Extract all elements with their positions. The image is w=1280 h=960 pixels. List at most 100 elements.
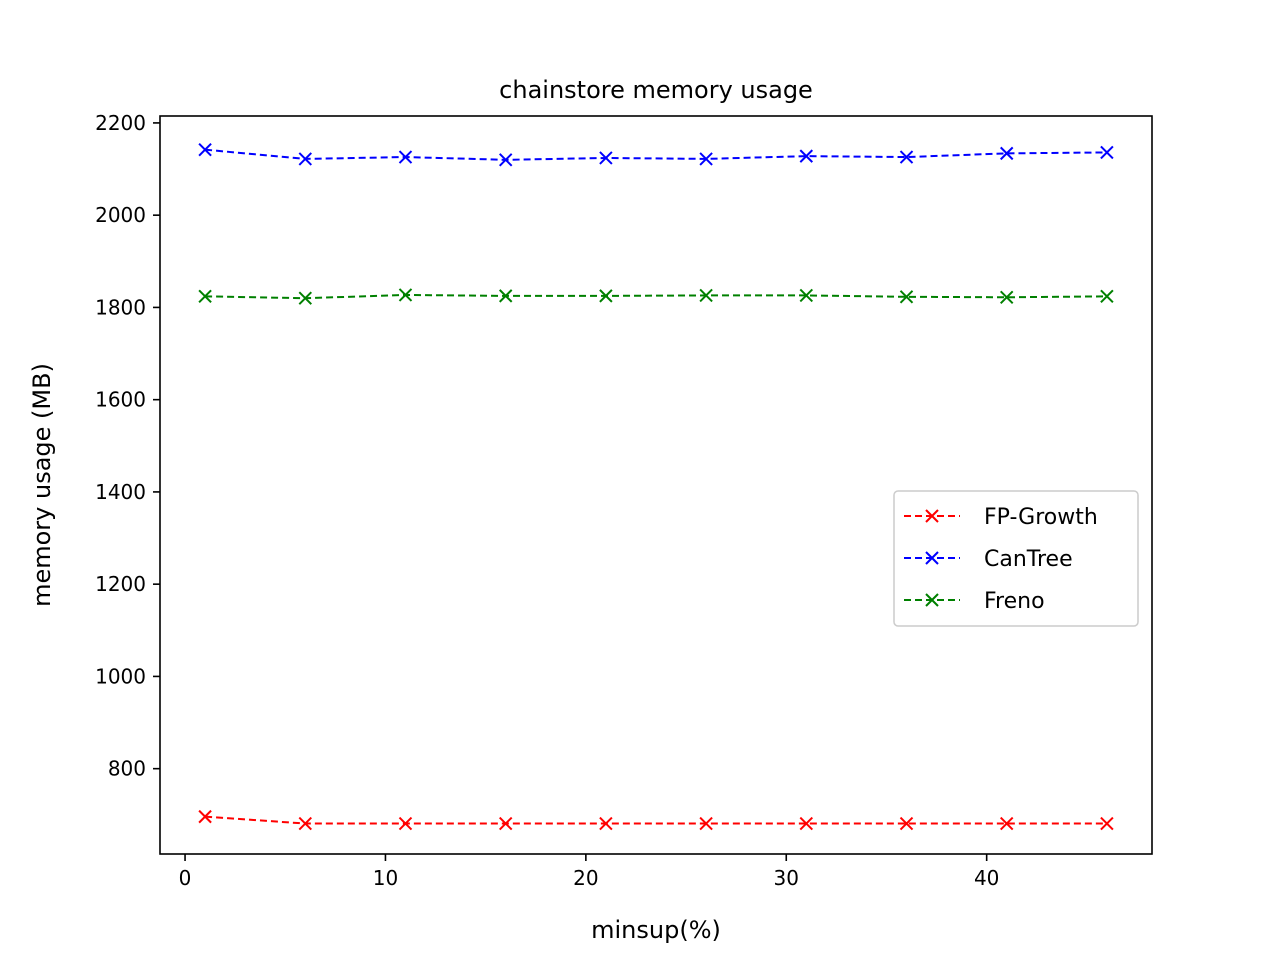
data-point-cantree <box>799 149 814 163</box>
marker-stroke <box>298 152 313 166</box>
marker-stroke <box>498 153 513 167</box>
data-point-cantree <box>398 150 413 164</box>
marker-stroke <box>398 150 413 164</box>
data-point-fp-growth <box>899 816 914 831</box>
marker-stroke <box>799 816 814 831</box>
x-tick-label: 30 <box>774 866 799 890</box>
legend-marker <box>925 509 939 523</box>
y-tick-label: 800 <box>108 757 146 781</box>
marker-stroke <box>298 816 313 831</box>
marker-stroke <box>398 288 413 302</box>
legend-label: FP-Growth <box>984 505 1098 530</box>
data-point-fp-growth <box>599 816 613 831</box>
marker-stroke <box>999 816 1014 831</box>
data-point-fp-growth <box>498 816 513 831</box>
marker-stroke <box>599 816 613 831</box>
x-axis-label: minsup(%) <box>591 916 721 944</box>
data-point-fp-growth <box>398 816 413 831</box>
marker-stroke <box>198 142 212 157</box>
data-point-cantree <box>999 146 1014 161</box>
data-point-freno <box>799 288 814 303</box>
data-point-cantree <box>899 150 914 164</box>
data-point-fp-growth <box>1100 816 1114 831</box>
marker-stroke <box>925 551 939 565</box>
y-axis: 800 1000 1200 1400 1600 1800 2000 2200 <box>95 111 160 781</box>
series-cantree <box>198 142 1114 167</box>
y-tick-label: 1200 <box>95 572 146 596</box>
data-point-freno <box>699 288 713 303</box>
marker-stroke <box>599 289 613 303</box>
series-line-freno <box>205 293 1107 300</box>
series-line-fp-growth <box>205 815 1107 825</box>
data-point-cantree <box>198 142 212 157</box>
legend-item-cantree: CanTree <box>904 547 1073 572</box>
x-tick-label: 0 <box>179 866 192 890</box>
y-tick-label: 1800 <box>95 295 146 319</box>
series-fp-growth <box>198 809 1114 831</box>
marker-stroke <box>925 593 939 607</box>
legend: FP-Growth CanTree Freno <box>893 490 1139 627</box>
legend-marker <box>925 551 939 565</box>
marker-stroke <box>799 288 814 303</box>
data-point-freno <box>198 289 212 304</box>
y-tick-label: 1600 <box>95 388 146 412</box>
marker-stroke <box>498 816 513 831</box>
data-point-fp-growth <box>999 816 1014 831</box>
y-axis-label: memory usage (MB) <box>28 363 56 607</box>
marker-stroke <box>999 146 1014 161</box>
plot-frame <box>159 115 1153 855</box>
legend-label: CanTree <box>984 547 1073 572</box>
marker-stroke <box>699 288 713 303</box>
legend-marker <box>925 593 939 607</box>
legend-item-fp-growth: FP-Growth <box>904 505 1098 530</box>
y-tick-label: 2200 <box>95 111 146 135</box>
marker-stroke <box>198 289 212 304</box>
x-tick-label: 20 <box>573 866 598 890</box>
data-point-cantree <box>699 152 713 166</box>
data-point-freno <box>899 290 914 304</box>
marker-stroke <box>198 809 212 824</box>
x-tick-label: 10 <box>373 866 398 890</box>
series-layer <box>198 142 1114 831</box>
marker-stroke <box>925 509 939 523</box>
marker-stroke <box>899 290 914 304</box>
data-point-fp-growth <box>198 809 212 824</box>
series-line-cantree <box>204 148 1107 161</box>
data-point-freno <box>498 289 513 303</box>
x-axis: 0 10 20 30 40 <box>179 854 999 890</box>
marker-stroke <box>1100 145 1114 160</box>
y-tick-label: 2000 <box>95 203 146 227</box>
marker-stroke <box>899 150 914 164</box>
marker-stroke <box>699 816 713 831</box>
marker-stroke <box>799 149 814 163</box>
marker-stroke <box>1100 816 1114 831</box>
x-tick-label: 40 <box>974 866 999 890</box>
data-point-fp-growth <box>699 816 713 831</box>
marker-stroke <box>398 816 413 831</box>
data-point-fp-growth <box>298 816 313 831</box>
y-tick-label: 1400 <box>95 480 146 504</box>
data-point-cantree <box>599 151 613 165</box>
data-point-fp-growth <box>799 816 814 831</box>
data-point-cantree <box>498 153 513 167</box>
data-point-freno <box>398 288 413 302</box>
marker-stroke <box>699 152 713 166</box>
legend-label: Freno <box>984 589 1045 614</box>
legend-box <box>893 490 1139 627</box>
marker-stroke <box>599 151 613 165</box>
chart-title: chainstore memory usage <box>499 76 813 104</box>
data-point-cantree <box>298 152 313 166</box>
marker-stroke <box>298 291 313 305</box>
data-point-cantree <box>1100 145 1114 160</box>
series-freno <box>198 288 1114 305</box>
data-point-freno <box>1100 289 1114 304</box>
data-point-freno <box>298 291 313 305</box>
data-point-freno <box>999 290 1014 304</box>
marker-stroke <box>498 289 513 303</box>
data-point-freno <box>599 289 613 303</box>
marker-stroke <box>1100 289 1114 304</box>
y-tick-label: 1000 <box>95 664 146 688</box>
marker-stroke <box>999 290 1014 304</box>
